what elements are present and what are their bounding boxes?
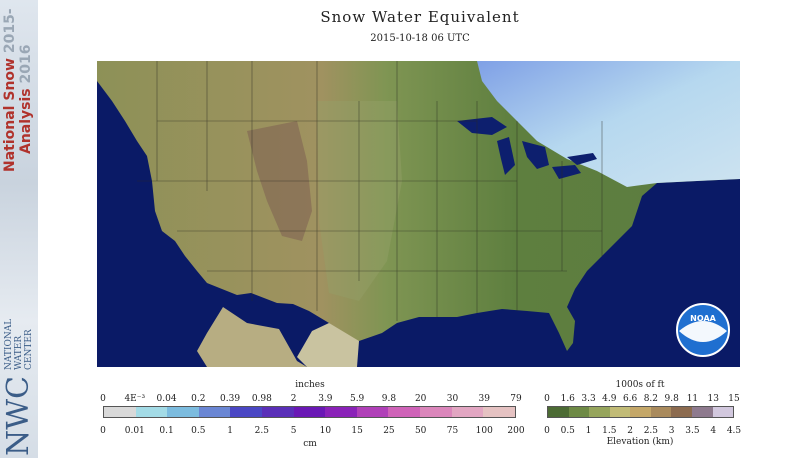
swe-swatch [198, 407, 231, 417]
elev-top-tick: 13 [707, 394, 719, 404]
elev-top-tick: 8.2 [643, 394, 659, 404]
swe-bottom-tick: 100 [475, 426, 493, 436]
elev-bottom-tick: 0 [544, 426, 550, 436]
nwc-line-1: NATIONAL [4, 318, 14, 370]
swe-swatch [451, 407, 484, 417]
elev-swatch [691, 407, 713, 417]
swe-swatch [293, 407, 326, 417]
swe-swatch [356, 407, 389, 417]
swe-color-bar [103, 406, 516, 418]
swe-bottom-tick: 5 [290, 426, 297, 436]
swe-top-tick: 2 [290, 394, 297, 404]
elev-swatch [630, 407, 651, 417]
swe-bottom-tick: 25 [383, 426, 395, 436]
year-line-1: 2015- [2, 8, 18, 54]
elev-swatch [568, 407, 590, 417]
swe-bottom-tick: 0 [100, 426, 106, 436]
swe-bottom-tick: 2.5 [254, 426, 269, 436]
swe-top-tick: 9.8 [381, 394, 397, 404]
elev-top-tick: 1.6 [560, 394, 575, 404]
elev-bottom-tick: 3.5 [685, 426, 700, 436]
map-title: Snow Water Equivalent [320, 8, 520, 26]
title-line-2: Analysis [18, 88, 34, 154]
elev-swatch [650, 407, 672, 417]
nwc-line-3: CENTER [24, 329, 34, 370]
elev-top-unit: 1000s of ft [615, 380, 665, 390]
elev-swatch [712, 407, 734, 417]
swe-top-tick: 5.9 [349, 394, 365, 404]
map-plains [317, 101, 402, 301]
swe-top-tick: 30 [446, 394, 459, 404]
swe-top-tick: 0.2 [191, 394, 206, 404]
swe-bottom-tick: 50 [414, 426, 427, 436]
elev-bottom-tick: 4 [710, 426, 717, 436]
elev-color-bar [547, 406, 734, 418]
elev-swatch [671, 407, 692, 417]
noaa-logo: NOAA [676, 303, 730, 357]
swe-swatch [135, 407, 168, 417]
elev-top-tick: 11 [686, 394, 699, 404]
elev-top-tick: 15 [728, 394, 740, 404]
elev-swatch [589, 407, 610, 417]
title-line-1: National Snow [2, 58, 18, 172]
swe-top-tick: 39 [478, 394, 490, 404]
year-line-2: 2016 [18, 44, 34, 84]
map-state-borders [137, 61, 603, 321]
elev-bottom-tick: 3 [668, 426, 675, 436]
elev-top-tick: 6.6 [622, 394, 638, 404]
swe-swatch [325, 407, 357, 417]
swe-bottom-tick: 15 [351, 426, 363, 436]
swe-top-tick: 3.9 [318, 394, 333, 404]
sidebar-branding: National Snow 2015- Analysis 2016 NWC NA… [0, 0, 38, 458]
elev-bottom-tick: 0.5 [560, 426, 575, 436]
elev-bottom-tick: 1 [585, 426, 592, 436]
swe-top-unit: inches [295, 380, 325, 390]
elev-top-tick: 3.3 [581, 394, 596, 404]
swe-swatch [230, 407, 263, 417]
swe-top-tick: 0.04 [156, 394, 177, 404]
sidebar-title: National Snow 2015- Analysis 2016 [2, 8, 38, 172]
elev-swatch [609, 407, 631, 417]
swe-bottom-tick: 0.01 [124, 426, 145, 436]
swe-swatch [420, 407, 452, 417]
snow-map: NOAA [97, 61, 740, 367]
map-timestamp: 2015-10-18 06 UTC [370, 33, 470, 44]
swe-top-tick: 0.39 [220, 394, 241, 404]
swe-swatch [483, 407, 515, 417]
elev-bottom-tick: 2 [627, 426, 633, 436]
nwc-abbreviation: NWC [1, 375, 36, 456]
swe-bottom-tick: 0.5 [191, 426, 206, 436]
swe-swatch [388, 407, 421, 417]
swe-swatch [104, 407, 136, 417]
elev-bottom-tick: 2.5 [643, 426, 659, 436]
map-snow-cover [477, 61, 740, 187]
swe-bottom-tick: 0.1 [159, 426, 174, 436]
swe-bottom-tick: 1 [227, 426, 233, 436]
elev-top-tick: 9.8 [664, 394, 679, 404]
swe-bottom-tick: 10 [319, 426, 332, 436]
map-mexico-east [297, 323, 359, 367]
elev-swatch [548, 407, 569, 417]
map-great-lakes [457, 117, 597, 179]
elev-bottom-tick: 1.5 [602, 426, 617, 436]
swe-top-tick: 0.98 [251, 394, 272, 404]
swe-bottom-tick: 200 [507, 426, 525, 436]
swe-swatch [167, 407, 199, 417]
elev-top-tick: 0 [544, 394, 550, 404]
nwc-line-2: WATER [14, 335, 24, 370]
noaa-logo-text: NOAA [690, 314, 716, 323]
map-mexico [197, 307, 307, 367]
elev-bottom-tick: 4.5 [726, 426, 742, 436]
swe-swatch [262, 407, 294, 417]
swe-top-tick: 4E⁻³ [124, 394, 146, 404]
nwc-logo: NWC NATIONAL WATER CENTER [1, 276, 36, 456]
swe-top-tick: 0 [100, 394, 106, 404]
swe-top-tick: 20 [414, 394, 427, 404]
elev-bottom-unit: Elevation (km) [606, 437, 674, 447]
elev-top-tick: 4.9 [602, 394, 617, 404]
swe-bottom-tick: 75 [446, 426, 459, 436]
swe-top-tick: 79 [510, 394, 522, 404]
swe-bottom-unit: cm [303, 439, 317, 449]
